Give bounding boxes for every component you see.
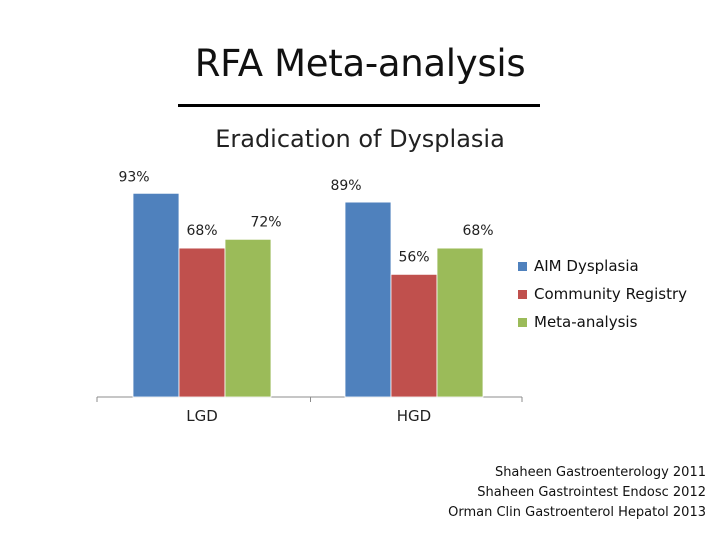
legend-item-meta-analysis: Meta-analysis	[518, 308, 687, 336]
slide-title: RFA Meta-analysis	[194, 42, 526, 85]
reference-line: Orman Clin Gastroenterol Hepatol 2013	[448, 505, 706, 520]
data-label: 72%	[250, 214, 281, 230]
legend-label-community-registry: Community Registry	[534, 285, 687, 303]
legend-swatch-meta-analysis	[518, 317, 527, 327]
bar-lgd-community-registry	[178, 247, 226, 398]
bar-lgd-meta-analysis	[224, 238, 272, 398]
bar-hgd-community-registry	[390, 273, 438, 398]
legend-item-aim-dysplasia: AIM Dysplasia	[518, 252, 687, 280]
chart-title: Eradication of Dysplasia	[215, 125, 505, 153]
data-label: 93%	[118, 169, 149, 185]
data-label: 89%	[330, 178, 361, 194]
data-label: 56%	[398, 249, 429, 265]
legend-label-aim-dysplasia: AIM Dysplasia	[534, 257, 639, 275]
chart-legend: AIM Dysplasia Community Registry Meta-an…	[518, 252, 687, 336]
references: Shaheen Gastroenterology 2011 Shaheen Ga…	[448, 463, 706, 523]
x-tick-label-lgd: LGD	[186, 407, 218, 425]
reference-line: Shaheen Gastroenterology 2011	[494, 465, 706, 480]
legend-swatch-community-registry	[518, 289, 527, 299]
bar-hgd-aim-dysplasia	[344, 201, 392, 398]
x-tick-label-hgd: HGD	[397, 407, 431, 425]
data-label: 68%	[186, 223, 217, 239]
legend-label-meta-analysis: Meta-analysis	[534, 313, 638, 331]
legend-swatch-aim-dysplasia	[518, 261, 527, 271]
data-label: 68%	[462, 223, 493, 239]
bar-lgd-aim-dysplasia	[132, 192, 180, 398]
reference-line: Shaheen Gastrointest Endosc 2012	[477, 485, 706, 500]
bar-hgd-meta-analysis	[436, 247, 484, 398]
legend-item-community-registry: Community Registry	[518, 280, 687, 308]
title-underline	[178, 104, 540, 107]
